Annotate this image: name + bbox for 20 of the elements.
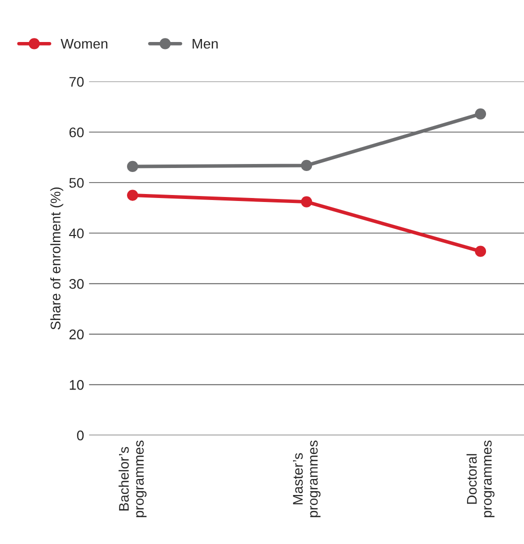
point <box>300 160 312 172</box>
x-tick-label: Doctoral programmes <box>466 440 494 518</box>
y-tick-label: 40 <box>69 228 84 238</box>
y-tick-label: 20 <box>69 330 84 340</box>
x-tick-label: Bachelor’s programmes <box>118 440 147 518</box>
x-tick-label: Master’s programmes <box>293 440 320 518</box>
point <box>474 246 486 257</box>
y-tick-label: 30 <box>69 278 84 289</box>
point <box>127 160 138 172</box>
y-tick-label: 60 <box>69 127 84 138</box>
legend-label: Women <box>60 38 108 49</box>
y-tick-label: 10 <box>70 380 84 390</box>
legend-label: Men <box>192 38 218 49</box>
y-tick-label: 0 <box>77 430 84 440</box>
point <box>127 190 138 201</box>
point <box>300 196 312 208</box>
point <box>474 108 486 120</box>
y-axis-title: Share of enrolment (%) <box>50 187 64 330</box>
y-tick-label: 70 <box>69 76 84 87</box>
y-tick-label: 50 <box>69 178 84 188</box>
